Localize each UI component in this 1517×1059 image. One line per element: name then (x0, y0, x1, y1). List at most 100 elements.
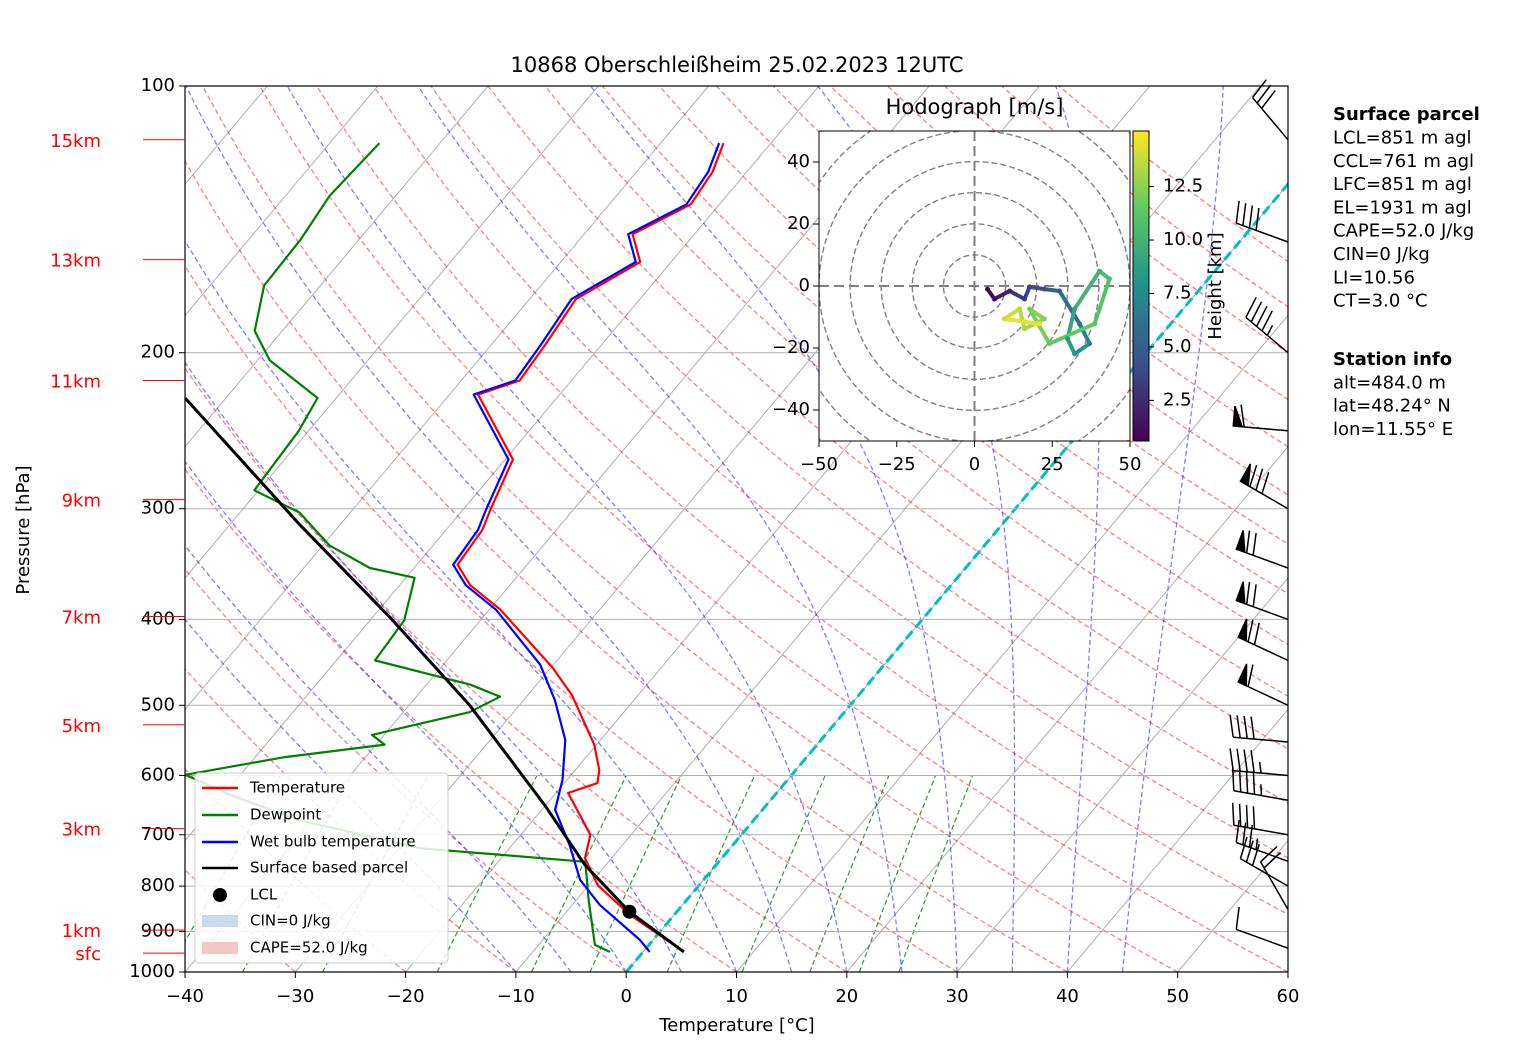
hodograph-segment (992, 288, 1012, 302)
y-tick-label: −40 (772, 399, 810, 420)
info-line: lat=48.24° N (1333, 396, 1451, 417)
y-tick-label: 600 (141, 764, 175, 785)
y-tick-label: 800 (141, 875, 175, 896)
hodograph-segment (1017, 306, 1027, 331)
height-label: 5km (62, 716, 101, 737)
wind-barb (1229, 748, 1289, 777)
moist-adiabat (185, 618, 517, 972)
hodograph-title: Hodograph [m/s] (886, 95, 1064, 119)
legend-label: Temperature (249, 779, 345, 797)
hodograph-point (985, 286, 991, 292)
profile-line (456, 142, 725, 953)
x-tick-label: −10 (497, 986, 535, 1007)
moist-adiabat (185, 460, 627, 972)
y-tick-label: 100 (141, 75, 175, 96)
hodograph-point (1046, 341, 1052, 347)
x-tick-label: 30 (946, 986, 969, 1007)
wind-barb (1237, 618, 1289, 662)
hodograph-point (1022, 296, 1028, 302)
isotherm (185, 86, 379, 317)
wind-barb (1231, 768, 1289, 802)
height-label: 7km (62, 608, 101, 629)
colorbar-tick-label: 12.5 (1163, 176, 1203, 197)
hodograph-segment (1047, 321, 1097, 346)
y-tick-label: 200 (141, 342, 175, 363)
x-tick-label: −30 (276, 986, 314, 1007)
height-label: 9km (62, 491, 101, 512)
legend-swatch (202, 942, 238, 954)
info-line: LCL=851 m agl (1333, 128, 1472, 149)
hodograph-segment (1042, 287, 1062, 293)
lcl-point (622, 904, 637, 919)
info-line: EL=1931 m agl (1333, 197, 1472, 218)
hodograph-point (1077, 321, 1083, 327)
moist-adiabat (185, 86, 793, 972)
y-axis-label: Pressure [hPa] (13, 465, 34, 594)
hodograph-segment (1072, 269, 1102, 311)
isotherm (185, 86, 489, 448)
hodograph-segment (1077, 321, 1092, 346)
info-line: lon=11.55° E (1333, 419, 1453, 440)
isotherm (185, 86, 599, 579)
info-line: CIN=0 J/kg (1333, 244, 1430, 265)
hodograph-segment (1027, 306, 1047, 321)
hodograph-point (1097, 268, 1103, 274)
info-heading: Station info (1333, 349, 1452, 370)
legend-label: CAPE=52.0 J/kg (250, 939, 368, 957)
profile-line (452, 142, 721, 953)
colorbar-tick-label: 2.5 (1163, 389, 1192, 410)
hodograph: −50 −25 0 25 50 −40 −20 0 20 40 Hodograph [m/s] 2.5… (772, 95, 1226, 475)
dry-adiabat (373, 86, 1288, 859)
wind-barb (1259, 845, 1289, 910)
moist-adiabat (1121, 86, 1224, 972)
wind-barb (1237, 663, 1289, 706)
moist-adiabat (185, 239, 738, 972)
dry-adiabat (201, 86, 1179, 972)
y-tick-label: 900 (141, 920, 175, 941)
isotherm (846, 445, 1288, 972)
dry-adiabat (185, 265, 958, 972)
info-line: CAPE=52.0 J/kg (1333, 221, 1474, 242)
legend-swatch (202, 915, 238, 927)
height-label: 13km (50, 251, 101, 272)
hodograph-point (1001, 316, 1007, 322)
x-tick-label: −20 (387, 986, 425, 1007)
x-tick-label: −50 (800, 454, 838, 475)
x-tick-label: 60 (1277, 986, 1300, 1007)
dry-adiabat (185, 568, 627, 972)
legend-swatch (213, 888, 227, 902)
hodograph-segment (1027, 284, 1047, 292)
colorbar-tick-label: 10.0 (1163, 229, 1203, 250)
y-tick-label: 400 (141, 608, 175, 629)
isotherm (736, 314, 1288, 972)
hodograph-point (1041, 316, 1047, 322)
x-tick-label: 50 (1119, 454, 1142, 475)
wind-barb (1239, 463, 1289, 510)
hodograph-segment (1092, 276, 1112, 326)
hodograph-plot (819, 131, 1130, 441)
mixing-ratio-line (666, 775, 756, 972)
info-line: CT=3.0 °C (1333, 291, 1428, 312)
info-line: LFC=851 m agl (1333, 174, 1472, 195)
legend-label: Wet bulb temperature (250, 833, 416, 851)
x-tick-label: −25 (878, 454, 916, 475)
hodograph-point (1056, 288, 1062, 294)
hodograph-point (1036, 321, 1042, 327)
hodograph-segment (1072, 341, 1092, 356)
isotherm (956, 577, 1288, 972)
mixing-ratio-line (741, 775, 826, 972)
dry-adiabat (430, 86, 1288, 804)
height-label: sfc (75, 944, 101, 965)
moist-adiabat (185, 361, 682, 972)
wind-barb (1239, 836, 1289, 887)
y-tick-label: 1000 (129, 961, 175, 982)
moist-adiabat (185, 544, 572, 972)
y-tick-label: 700 (141, 824, 175, 845)
y-tick-label: 300 (141, 498, 175, 519)
hodograph-point (1087, 341, 1093, 347)
x-tick-label: 40 (1056, 986, 1079, 1007)
dry-adiabat (185, 159, 1068, 972)
